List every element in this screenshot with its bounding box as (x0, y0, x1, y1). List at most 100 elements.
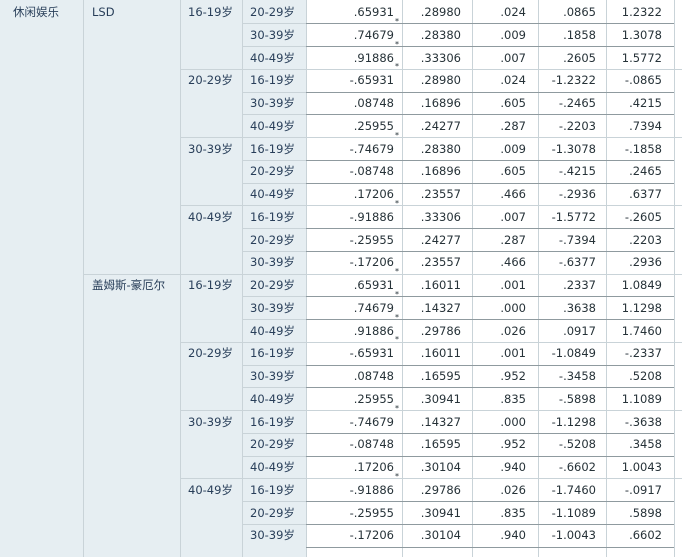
std-error-value: .29786 (420, 482, 461, 497)
mean-difference-wrap: -.65931 * (350, 336, 399, 365)
column-divider (472, 0, 473, 557)
std-error-value: .30941 (420, 391, 461, 406)
group-i-label: 30-39岁 (188, 141, 233, 156)
mean-difference-cell: .25955 (304, 115, 394, 138)
mean-difference-value: .17206 (353, 460, 394, 474)
mean-difference-wrap: -.25955 (350, 502, 394, 525)
significance-mark: * (395, 312, 399, 322)
group-j-label: 40-49岁 (250, 391, 295, 406)
ci-upper-value: 1.3078 (621, 27, 662, 42)
group-j-label: 20-29岁 (250, 164, 295, 179)
row-divider (242, 250, 306, 252)
mean-difference-value: -.17206 (349, 528, 394, 543)
mean-difference-cell: .74679 * (304, 290, 399, 320)
mean-difference-value: .25955 (353, 391, 394, 406)
ci-upper-value: .3458 (629, 437, 662, 452)
mean-difference-wrap: .74679 * (354, 17, 399, 47)
ci-upper-value: .2203 (629, 232, 662, 247)
mean-difference-value: .08748 (353, 369, 394, 383)
ci-upper-value: .7394 (629, 118, 662, 133)
row-divider (242, 319, 306, 320)
ci-upper-value: 1.0849 (621, 278, 662, 292)
ci-upper-value: .5898 (629, 505, 662, 520)
ci-lower-value: -.7394 (558, 232, 596, 247)
ci-upper-value: 1.2322 (621, 5, 662, 19)
ci-lower-value: .1858 (563, 27, 596, 42)
mean-difference-value: -.74679 (349, 414, 394, 429)
data-row-divider (306, 455, 674, 457)
significance-value: .000 (500, 300, 526, 315)
std-error-value: .33306 (420, 209, 461, 224)
data-row-divider (306, 387, 674, 389)
ci-upper-value: -.3638 (624, 414, 662, 429)
mean-difference-value: -.17206 (349, 255, 394, 270)
significance-value: .009 (500, 27, 526, 42)
mean-difference-wrap: .91886 * (354, 313, 399, 343)
significance-value: .007 (500, 209, 526, 224)
mean-difference-wrap: .91886 * (353, 40, 399, 70)
significance-value: .001 (500, 346, 526, 361)
column-divider (674, 0, 675, 557)
ci-upper-value: 1.7460 (621, 323, 662, 338)
mean-difference-value: -.91886 (349, 209, 394, 224)
data-row-divider (306, 114, 674, 116)
group-i-label: 20-29岁 (188, 73, 233, 88)
group-j-label: 20-29岁 (250, 505, 295, 520)
mean-difference-wrap: .65931* (354, 268, 399, 297)
ci-upper-value: .6377 (629, 187, 662, 201)
data-row-divider (306, 91, 674, 93)
ci-upper-value: 1.1089 (621, 391, 662, 406)
group-divider (180, 341, 682, 343)
mean-difference-value: -.25955 (349, 232, 394, 247)
ci-lower-value: -1.3078 (551, 141, 596, 156)
significance-value: .605 (500, 164, 526, 179)
significance-value: .024 (500, 5, 526, 19)
data-row-divider (306, 501, 674, 502)
group-j-label: 30-39岁 (250, 300, 295, 315)
row-divider (242, 46, 306, 47)
row-divider (242, 501, 306, 502)
mean-difference-value: -.74679 (349, 141, 394, 156)
ci-upper-value: -.2337 (624, 346, 662, 361)
row-divider (242, 182, 306, 184)
significance-mark: * (395, 130, 399, 140)
mean-difference-cell: -.65931 * (304, 336, 399, 365)
significance-mark: * (395, 0, 399, 3)
mean-difference-cell: -.91886 * (304, 472, 399, 502)
row-divider (242, 455, 306, 457)
mean-difference-value: .91886 (353, 50, 394, 65)
ci-lower-value: .2605 (563, 50, 596, 65)
mean-difference-cell: .65931* (304, 268, 399, 297)
significance-value: .835 (500, 505, 526, 520)
mean-difference-wrap: .08748 (354, 365, 394, 388)
mean-difference-cell: -.65931 * (304, 63, 399, 92)
category-label: 休闲娱乐 (13, 5, 59, 19)
significance-mark: * (395, 471, 399, 481)
group-divider (180, 68, 682, 70)
group-i-label: 40-49岁 (188, 209, 233, 224)
mean-difference-wrap: -.08748 (350, 160, 394, 183)
row-divider (242, 228, 306, 229)
row-label-area (0, 0, 306, 557)
ci-lower-value: -1.2322 (551, 73, 596, 88)
ci-lower-value: .0865 (563, 5, 596, 19)
std-error-value: .23557 (420, 187, 461, 201)
group-j-label: 16-19岁 (250, 141, 295, 156)
significance-mark: * (395, 267, 399, 276)
mean-difference-cell: -.08748 (304, 433, 394, 456)
ci-lower-value: -.6377 (558, 255, 596, 270)
significance-value: .009 (500, 141, 526, 156)
mean-difference-wrap: .65931* (354, 0, 399, 24)
mean-difference-wrap: -.25955 (350, 229, 394, 252)
significance-value: .835 (500, 391, 526, 406)
ci-upper-value: 1.1298 (621, 300, 662, 315)
significance-value: .466 (500, 187, 526, 201)
significance-value: .000 (500, 414, 526, 429)
group-j-label: 16-19岁 (250, 414, 295, 429)
ci-upper-value: .2465 (629, 164, 662, 179)
data-row-divider (306, 523, 674, 525)
mean-difference-value: .74679 (353, 300, 394, 315)
significance-mark: * (395, 39, 399, 49)
mean-difference-cell: .25955 (304, 388, 394, 411)
